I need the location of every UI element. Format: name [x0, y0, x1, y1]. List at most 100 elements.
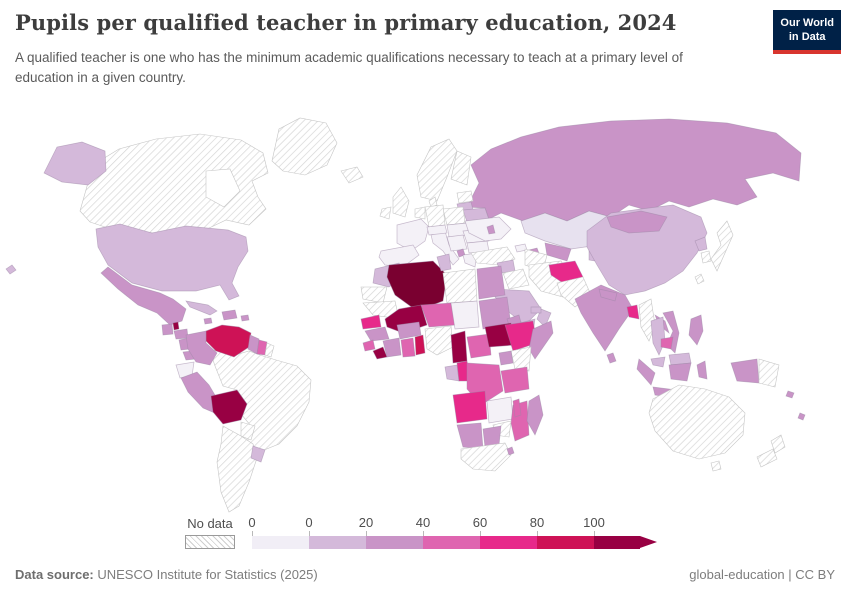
- country-central-african-republic[interactable]: [466, 333, 492, 359]
- country-cambodia[interactable]: [660, 336, 674, 350]
- country-sumatra[interactable]: [636, 358, 656, 386]
- country-russia[interactable]: [466, 118, 802, 222]
- country-senegal[interactable]: [360, 314, 382, 330]
- country-malaysia[interactable]: [650, 356, 666, 368]
- country-philippines[interactable]: [688, 314, 704, 346]
- country-uzbekistan[interactable]: [544, 242, 572, 262]
- country-tunisia[interactable]: [436, 253, 452, 272]
- legend-no-data[interactable]: No data: [185, 516, 235, 549]
- country-guinea[interactable]: [364, 326, 390, 342]
- country-new-zealand-south[interactable]: [756, 448, 778, 468]
- country-hawaii[interactable]: [5, 264, 17, 275]
- country-iraq[interactable]: [502, 268, 530, 290]
- country-hispaniola[interactable]: [221, 309, 238, 321]
- country-poland[interactable]: [442, 206, 466, 226]
- country-greenland[interactable]: [271, 117, 338, 176]
- country-south-africa[interactable]: [460, 442, 512, 472]
- country-australia[interactable]: [648, 384, 746, 460]
- country-paraguay[interactable]: [240, 421, 256, 441]
- country-egypt[interactable]: [476, 265, 506, 300]
- country-balkans[interactable]: [446, 234, 468, 252]
- country-uganda[interactable]: [498, 350, 514, 366]
- country-algeria[interactable]: [386, 260, 448, 312]
- country-canada[interactable]: [79, 133, 269, 236]
- country-norway-sweden[interactable]: [416, 138, 458, 202]
- country-jamaica[interactable]: [203, 317, 213, 325]
- country-switzerland-austria[interactable]: [426, 224, 448, 236]
- country-tanzania[interactable]: [500, 366, 530, 394]
- country-bangladesh[interactable]: [626, 304, 640, 320]
- country-nigeria[interactable]: [424, 325, 454, 356]
- country-uk[interactable]: [392, 186, 410, 218]
- legend-swatch-4[interactable]: [480, 536, 537, 549]
- country-togo-benin[interactable]: [414, 334, 426, 356]
- country-fr-guiana[interactable]: [264, 342, 275, 358]
- country-belize[interactable]: [172, 321, 180, 331]
- country-thailand[interactable]: [650, 316, 666, 356]
- country-bolivia[interactable]: [210, 389, 248, 425]
- country-brazil[interactable]: [210, 344, 312, 453]
- owid-logo[interactable]: Our World in Data: [773, 10, 841, 54]
- country-finland[interactable]: [450, 150, 472, 186]
- country-alaska[interactable]: [43, 141, 107, 186]
- country-cameroon[interactable]: [450, 330, 468, 364]
- country-argentina-chile[interactable]: [216, 425, 258, 513]
- country-sierra-leone[interactable]: [362, 339, 376, 352]
- country-namibia[interactable]: [456, 422, 484, 450]
- country-ghana[interactable]: [400, 337, 416, 358]
- legend-swatch-5[interactable]: [537, 536, 594, 549]
- country-sri-lanka[interactable]: [606, 352, 617, 364]
- country-south-korea[interactable]: [700, 250, 712, 264]
- country-usa[interactable]: [95, 223, 249, 301]
- country-denmark[interactable]: [428, 196, 438, 208]
- legend-swatch-3[interactable]: [423, 536, 480, 549]
- country-papua-new-guinea[interactable]: [758, 358, 780, 388]
- country-angola[interactable]: [452, 390, 488, 424]
- country-kenya[interactable]: [510, 346, 532, 372]
- country-guatemala[interactable]: [161, 323, 174, 336]
- country-borneo-indonesia[interactable]: [668, 362, 692, 382]
- country-france[interactable]: [396, 218, 430, 252]
- country-vanuatu-fiji[interactable]: [797, 412, 806, 421]
- legend-swatch-1[interactable]: [309, 536, 366, 549]
- country-colombia[interactable]: [185, 330, 218, 366]
- country-north-korea[interactable]: [694, 236, 708, 252]
- country-libya[interactable]: [442, 268, 478, 304]
- country-somalia[interactable]: [528, 320, 554, 360]
- country-uae-qatar[interactable]: [530, 306, 542, 314]
- country-ireland[interactable]: [379, 206, 392, 220]
- country-vietnam[interactable]: [662, 310, 680, 354]
- country-burkina-faso[interactable]: [396, 321, 422, 340]
- country-tasmania[interactable]: [710, 460, 722, 472]
- country-west-papua[interactable]: [730, 358, 760, 384]
- country-new-zealand-north[interactable]: [770, 434, 786, 454]
- country-moldova[interactable]: [486, 224, 496, 235]
- country-western-sahara[interactable]: [360, 286, 388, 304]
- country-chad[interactable]: [450, 300, 480, 330]
- country-netherlands-belgium[interactable]: [414, 206, 426, 220]
- country-estonia-latvia[interactable]: [456, 190, 474, 204]
- country-uruguay[interactable]: [250, 445, 266, 463]
- country-cote-divoire[interactable]: [382, 337, 402, 358]
- country-madagascar[interactable]: [526, 394, 544, 436]
- country-iceland[interactable]: [340, 166, 364, 184]
- country-malawi[interactable]: [512, 398, 522, 418]
- country-taiwan[interactable]: [694, 273, 705, 285]
- legend-no-data-swatch[interactable]: [185, 535, 235, 549]
- country-cuba[interactable]: [185, 300, 218, 316]
- legend-swatch-6[interactable]: [594, 536, 640, 549]
- country-solomon-islands[interactable]: [785, 390, 795, 399]
- country-puerto-rico[interactable]: [240, 314, 250, 322]
- country-sulawesi[interactable]: [696, 360, 708, 380]
- country-india[interactable]: [574, 284, 634, 352]
- country-mongolia[interactable]: [606, 210, 668, 234]
- country-zambia[interactable]: [486, 396, 514, 424]
- legend-swatch-2[interactable]: [366, 536, 423, 549]
- country-gabon[interactable]: [444, 364, 460, 382]
- country-nepal[interactable]: [598, 288, 618, 302]
- country-eswatini[interactable]: [506, 446, 515, 456]
- legend-swatch-0[interactable]: [252, 536, 309, 549]
- country-japan[interactable]: [710, 220, 734, 272]
- license-slug[interactable]: global-education | CC BY: [689, 567, 835, 582]
- country-honduras[interactable]: [173, 328, 189, 340]
